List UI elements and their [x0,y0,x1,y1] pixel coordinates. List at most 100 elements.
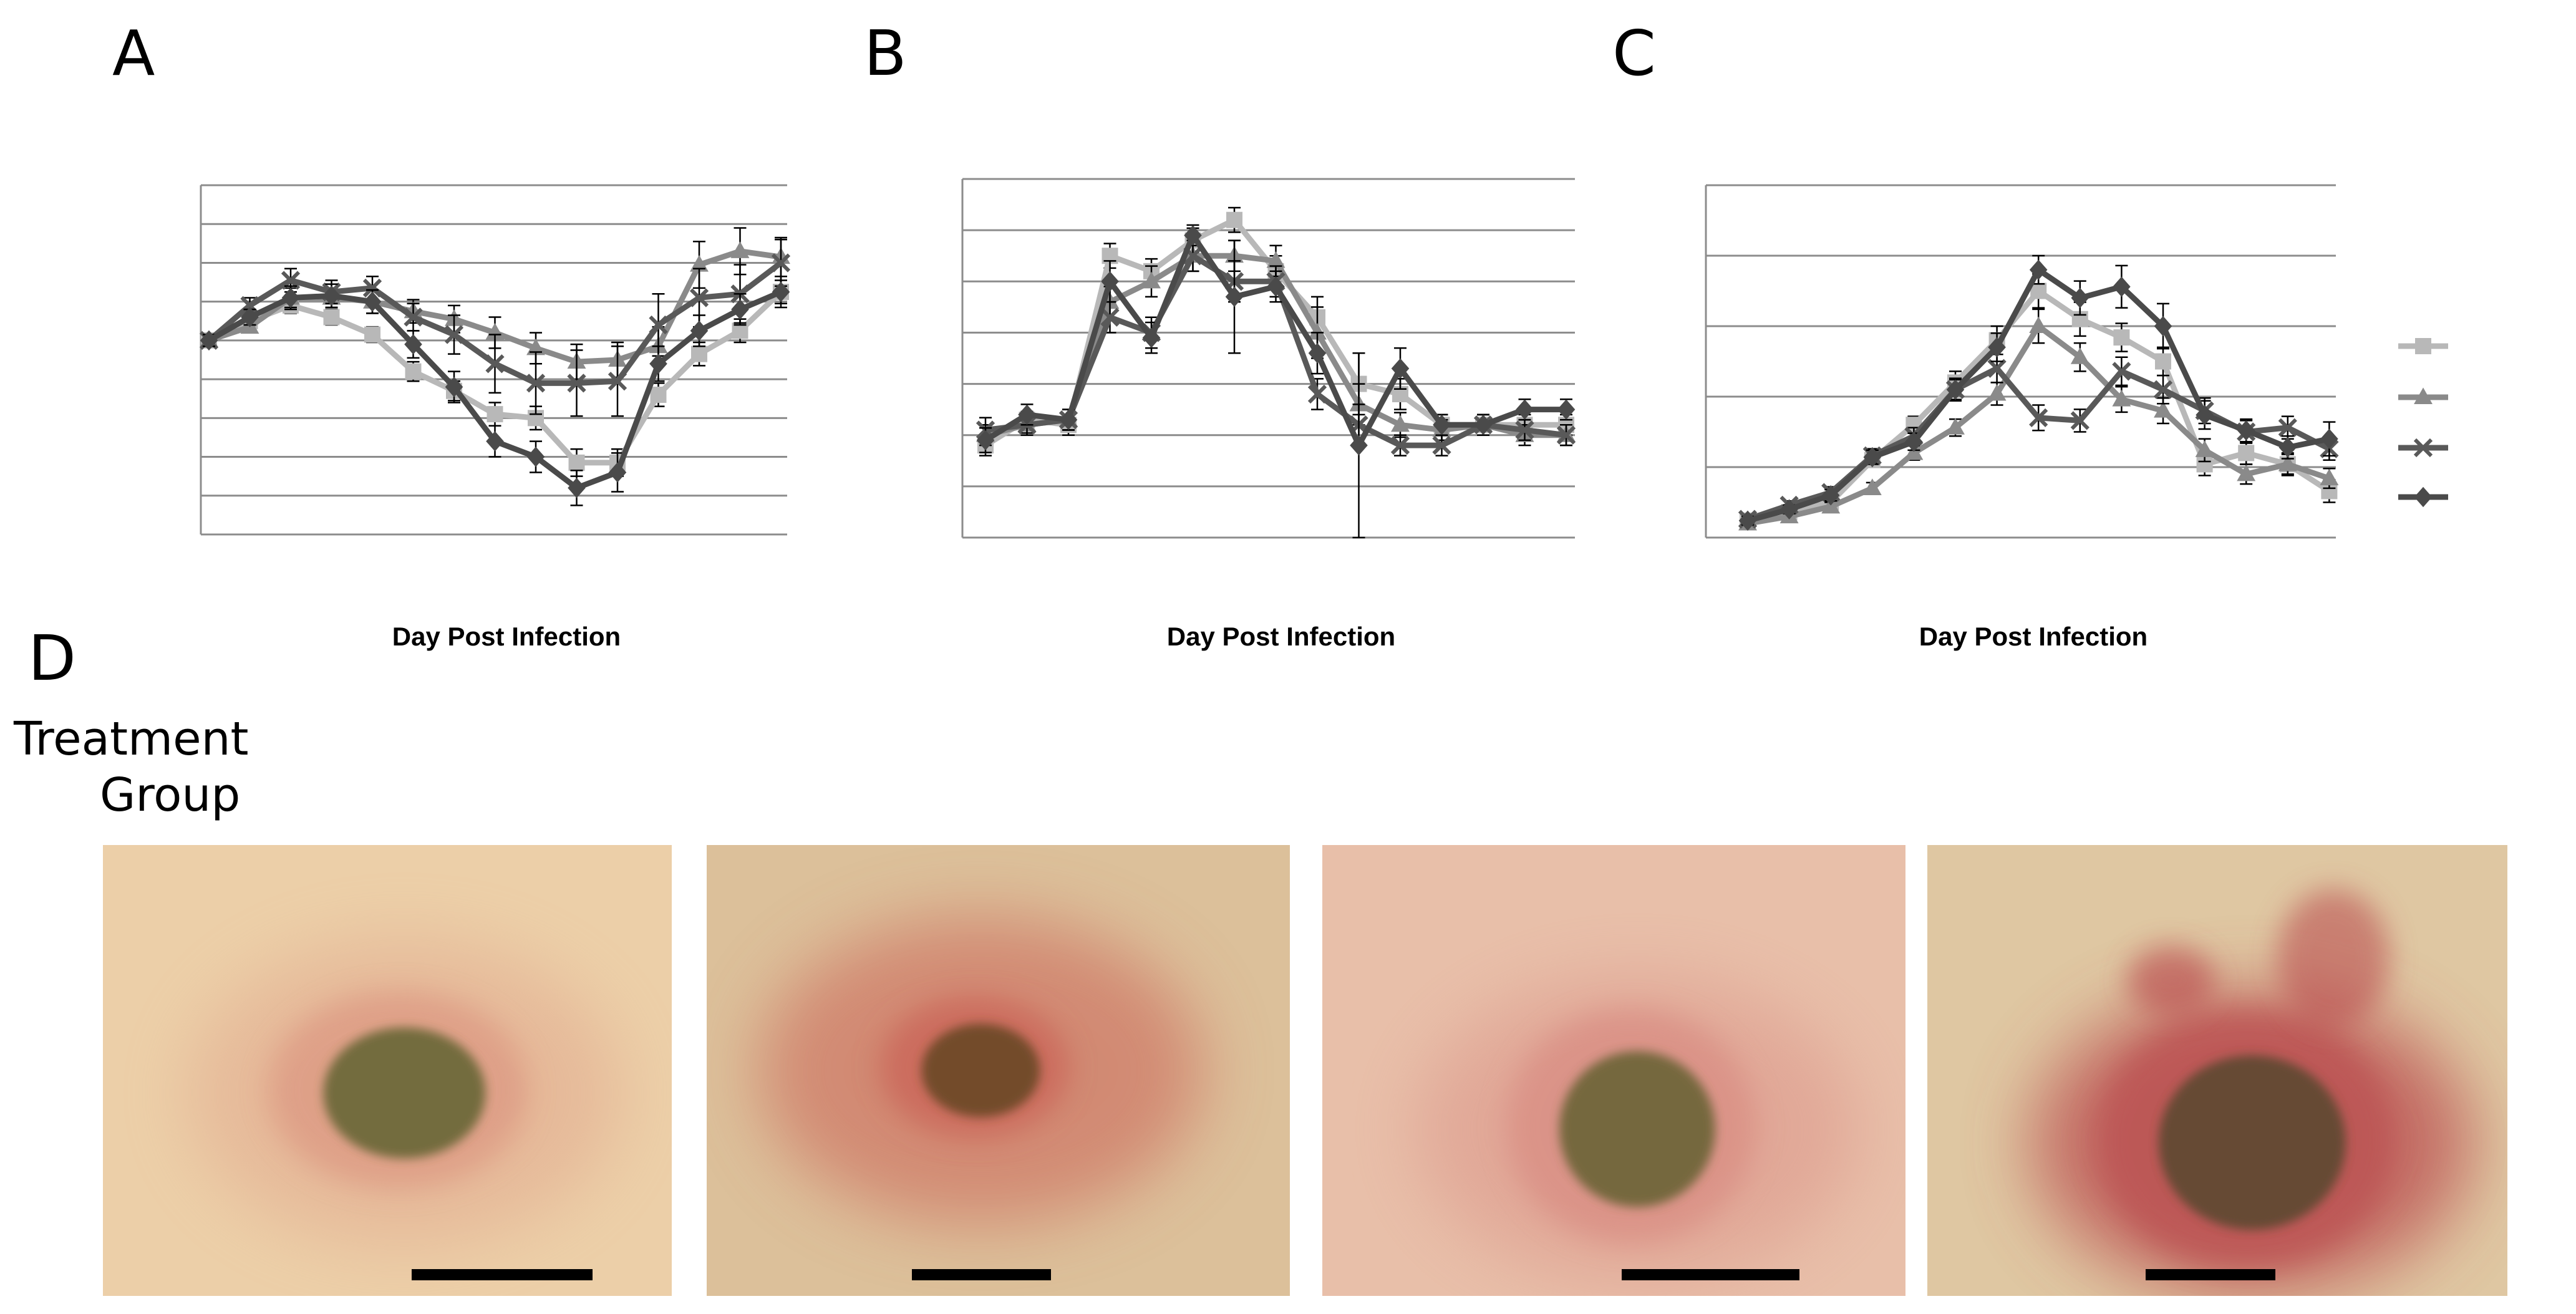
data-point [241,307,259,327]
data-point [690,321,709,341]
data-point [2196,405,2214,425]
data-point [2154,401,2172,418]
data-point [2029,408,2048,428]
lesion [323,1027,486,1159]
data-point [1946,379,1965,400]
data-point [1101,271,1119,292]
data-point [445,377,463,397]
x-axis-label: Day Post Infection [1919,622,2147,651]
data-point [731,299,749,320]
data-point [322,286,341,306]
data-point [1391,415,1410,432]
data-point [1432,436,1451,455]
data-point [2320,428,2338,450]
panel-letter-d: D [28,622,76,695]
lesion-photo [1322,845,1905,1296]
chart-legend [2398,338,2448,508]
data-point [1142,327,1161,348]
data-point [650,387,667,403]
data-point [405,363,422,380]
data-point [1142,271,1161,289]
treatment-group-label-line1: Treatment [13,712,249,766]
data-point [2029,259,2048,280]
data-point [1391,358,1410,379]
data-point [526,374,546,393]
legend-marker [2414,387,2433,405]
data-point [526,338,545,355]
data-point [526,447,545,467]
data-point [1987,384,2007,401]
data-point [1905,432,1923,452]
scale-bar [912,1269,1051,1280]
data-point [2278,437,2297,458]
data-point [1987,359,2007,378]
series-vehicle [1738,254,2338,531]
photo-3-doses [1322,845,1905,1296]
data-point [485,322,505,340]
data-point [2238,445,2255,461]
lesion-photo [707,845,1290,1296]
data-point [1225,286,1244,307]
data-point [772,281,790,302]
secondary-lesion [2127,945,2215,1015]
data-point [2320,468,2339,486]
scale-bar [412,1269,593,1280]
data-point [487,406,503,423]
data-point [200,330,218,351]
lesion-photos [103,845,2507,1296]
data-point [2113,276,2131,297]
data-point [1266,251,1286,268]
x-axis-label: Day Post Infection [1167,622,1395,651]
scale-bar [1622,1269,1799,1280]
data-point [2153,380,2173,399]
data-point [2112,362,2131,381]
data-point [404,307,423,327]
data-point [1862,478,1882,495]
data-point [1433,415,1451,435]
data-point [1226,211,1242,228]
data-point [363,291,382,312]
data-point [649,315,668,335]
photo-2-doses [707,845,1290,1296]
data-point [568,478,586,498]
data-point [2237,464,2256,481]
data-point [691,345,707,362]
panel-letter-a: A [112,17,155,90]
x-axis-label: Day Post Infection [392,622,621,651]
data-point [1821,485,1840,506]
data-point [2113,329,2130,346]
data-point [364,326,380,343]
legend-marker [2414,486,2433,508]
panel-letter-b: B [864,17,907,90]
data-point [771,253,791,273]
data-point [1100,307,1120,327]
data-point [1267,276,1285,297]
data-point [649,353,667,374]
data-point [1515,420,1534,440]
panel-letter-c: C [1612,17,1656,90]
data-point [690,254,709,272]
lesion [2158,1055,2346,1230]
photo-vehicle [1927,845,2507,1296]
data-point [281,287,300,308]
data-point [1738,510,1757,531]
temperature-chart: Day Post Infection [961,178,1576,651]
data-point [1390,436,1410,455]
legend-entry-vehicle [2398,486,2448,508]
data-point [2155,353,2171,370]
lesion [1559,1051,1715,1207]
data-point [323,309,340,326]
photo-1-dose [103,845,672,1296]
data-point [2154,316,2172,337]
legend-marker [2413,438,2433,458]
clinical-score-chart: Day Post Infection [1705,184,2339,651]
lesion [921,1023,1040,1118]
data-point [608,462,627,483]
data-point [1988,337,2006,358]
data-point [730,241,750,258]
legend-entry-2-doses [2398,387,2448,405]
data-point [2070,411,2089,430]
data-point [568,454,585,471]
data-point [1184,225,1202,246]
data-point [689,288,709,307]
